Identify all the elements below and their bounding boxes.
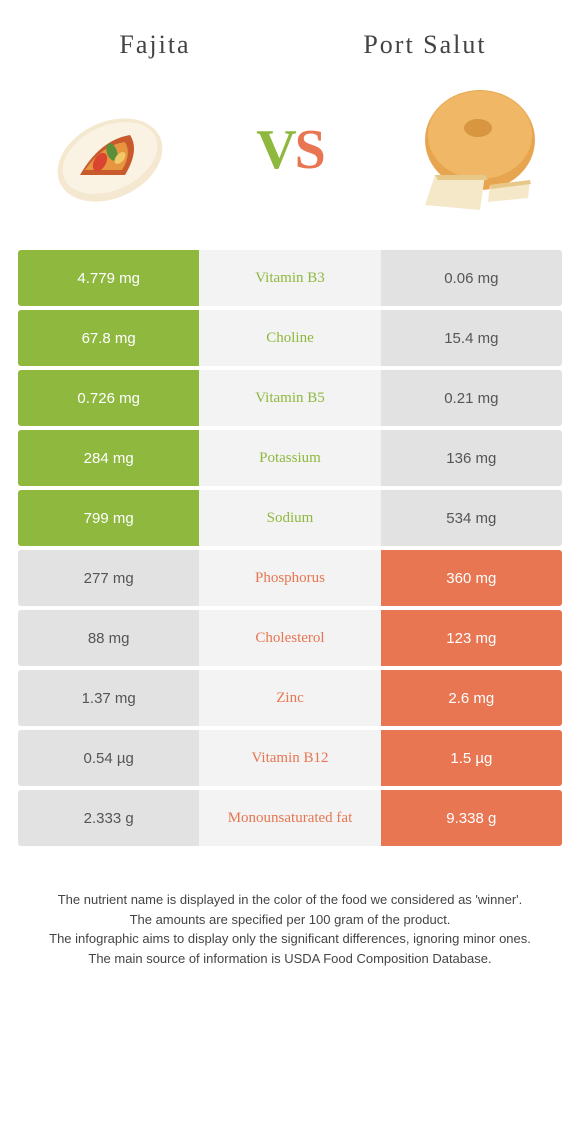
left-value: 277 mg — [18, 550, 199, 606]
cheese-image — [390, 80, 550, 220]
nutrient-label: Vitamin B12 — [199, 730, 380, 786]
nutrient-label: Zinc — [199, 670, 380, 726]
footer-line: The infographic aims to display only the… — [30, 929, 550, 949]
nutrient-label: Monounsaturated fat — [199, 790, 380, 846]
footer-line: The amounts are specified per 100 gram o… — [30, 910, 550, 930]
header: Fajita Port Salut — [0, 0, 580, 70]
table-row: 67.8 mgCholine15.4 mg — [18, 310, 562, 366]
left-value: 67.8 mg — [18, 310, 199, 366]
left-value: 0.54 µg — [18, 730, 199, 786]
left-value: 1.37 mg — [18, 670, 199, 726]
right-value: 534 mg — [381, 490, 562, 546]
table-row: 0.54 µgVitamin B121.5 µg — [18, 730, 562, 786]
nutrient-label: Potassium — [199, 430, 380, 486]
nutrient-label: Cholesterol — [199, 610, 380, 666]
left-value: 88 mg — [18, 610, 199, 666]
right-value: 2.6 mg — [381, 670, 562, 726]
right-value: 1.5 µg — [381, 730, 562, 786]
table-row: 88 mgCholesterol123 mg — [18, 610, 562, 666]
nutrient-label: Vitamin B3 — [199, 250, 380, 306]
vs-label: VS — [256, 118, 324, 182]
fajita-image — [30, 80, 190, 220]
nutrient-label: Phosphorus — [199, 550, 380, 606]
footer-notes: The nutrient name is displayed in the co… — [0, 850, 580, 988]
right-value: 136 mg — [381, 430, 562, 486]
vs-v: V — [256, 119, 294, 181]
left-value: 2.333 g — [18, 790, 199, 846]
table-row: 284 mgPotassium136 mg — [18, 430, 562, 486]
right-value: 123 mg — [381, 610, 562, 666]
vs-s: S — [295, 119, 324, 181]
food-right-title: Port Salut — [290, 30, 560, 60]
comparison-table: 4.779 mgVitamin B30.06 mg67.8 mgCholine1… — [0, 250, 580, 846]
table-row: 2.333 gMonounsaturated fat9.338 g — [18, 790, 562, 846]
right-value: 0.21 mg — [381, 370, 562, 426]
table-row: 799 mgSodium534 mg — [18, 490, 562, 546]
images-row: VS — [0, 70, 580, 250]
right-value: 0.06 mg — [381, 250, 562, 306]
left-value: 4.779 mg — [18, 250, 199, 306]
left-value: 284 mg — [18, 430, 199, 486]
table-row: 277 mgPhosphorus360 mg — [18, 550, 562, 606]
right-value: 9.338 g — [381, 790, 562, 846]
table-row: 0.726 mgVitamin B50.21 mg — [18, 370, 562, 426]
footer-line: The main source of information is USDA F… — [30, 949, 550, 969]
table-row: 4.779 mgVitamin B30.06 mg — [18, 250, 562, 306]
right-value: 15.4 mg — [381, 310, 562, 366]
nutrient-label: Sodium — [199, 490, 380, 546]
footer-line: The nutrient name is displayed in the co… — [30, 890, 550, 910]
food-left-title: Fajita — [20, 30, 290, 60]
table-row: 1.37 mgZinc2.6 mg — [18, 670, 562, 726]
nutrient-label: Vitamin B5 — [199, 370, 380, 426]
right-value: 360 mg — [381, 550, 562, 606]
left-value: 799 mg — [18, 490, 199, 546]
left-value: 0.726 mg — [18, 370, 199, 426]
nutrient-label: Choline — [199, 310, 380, 366]
